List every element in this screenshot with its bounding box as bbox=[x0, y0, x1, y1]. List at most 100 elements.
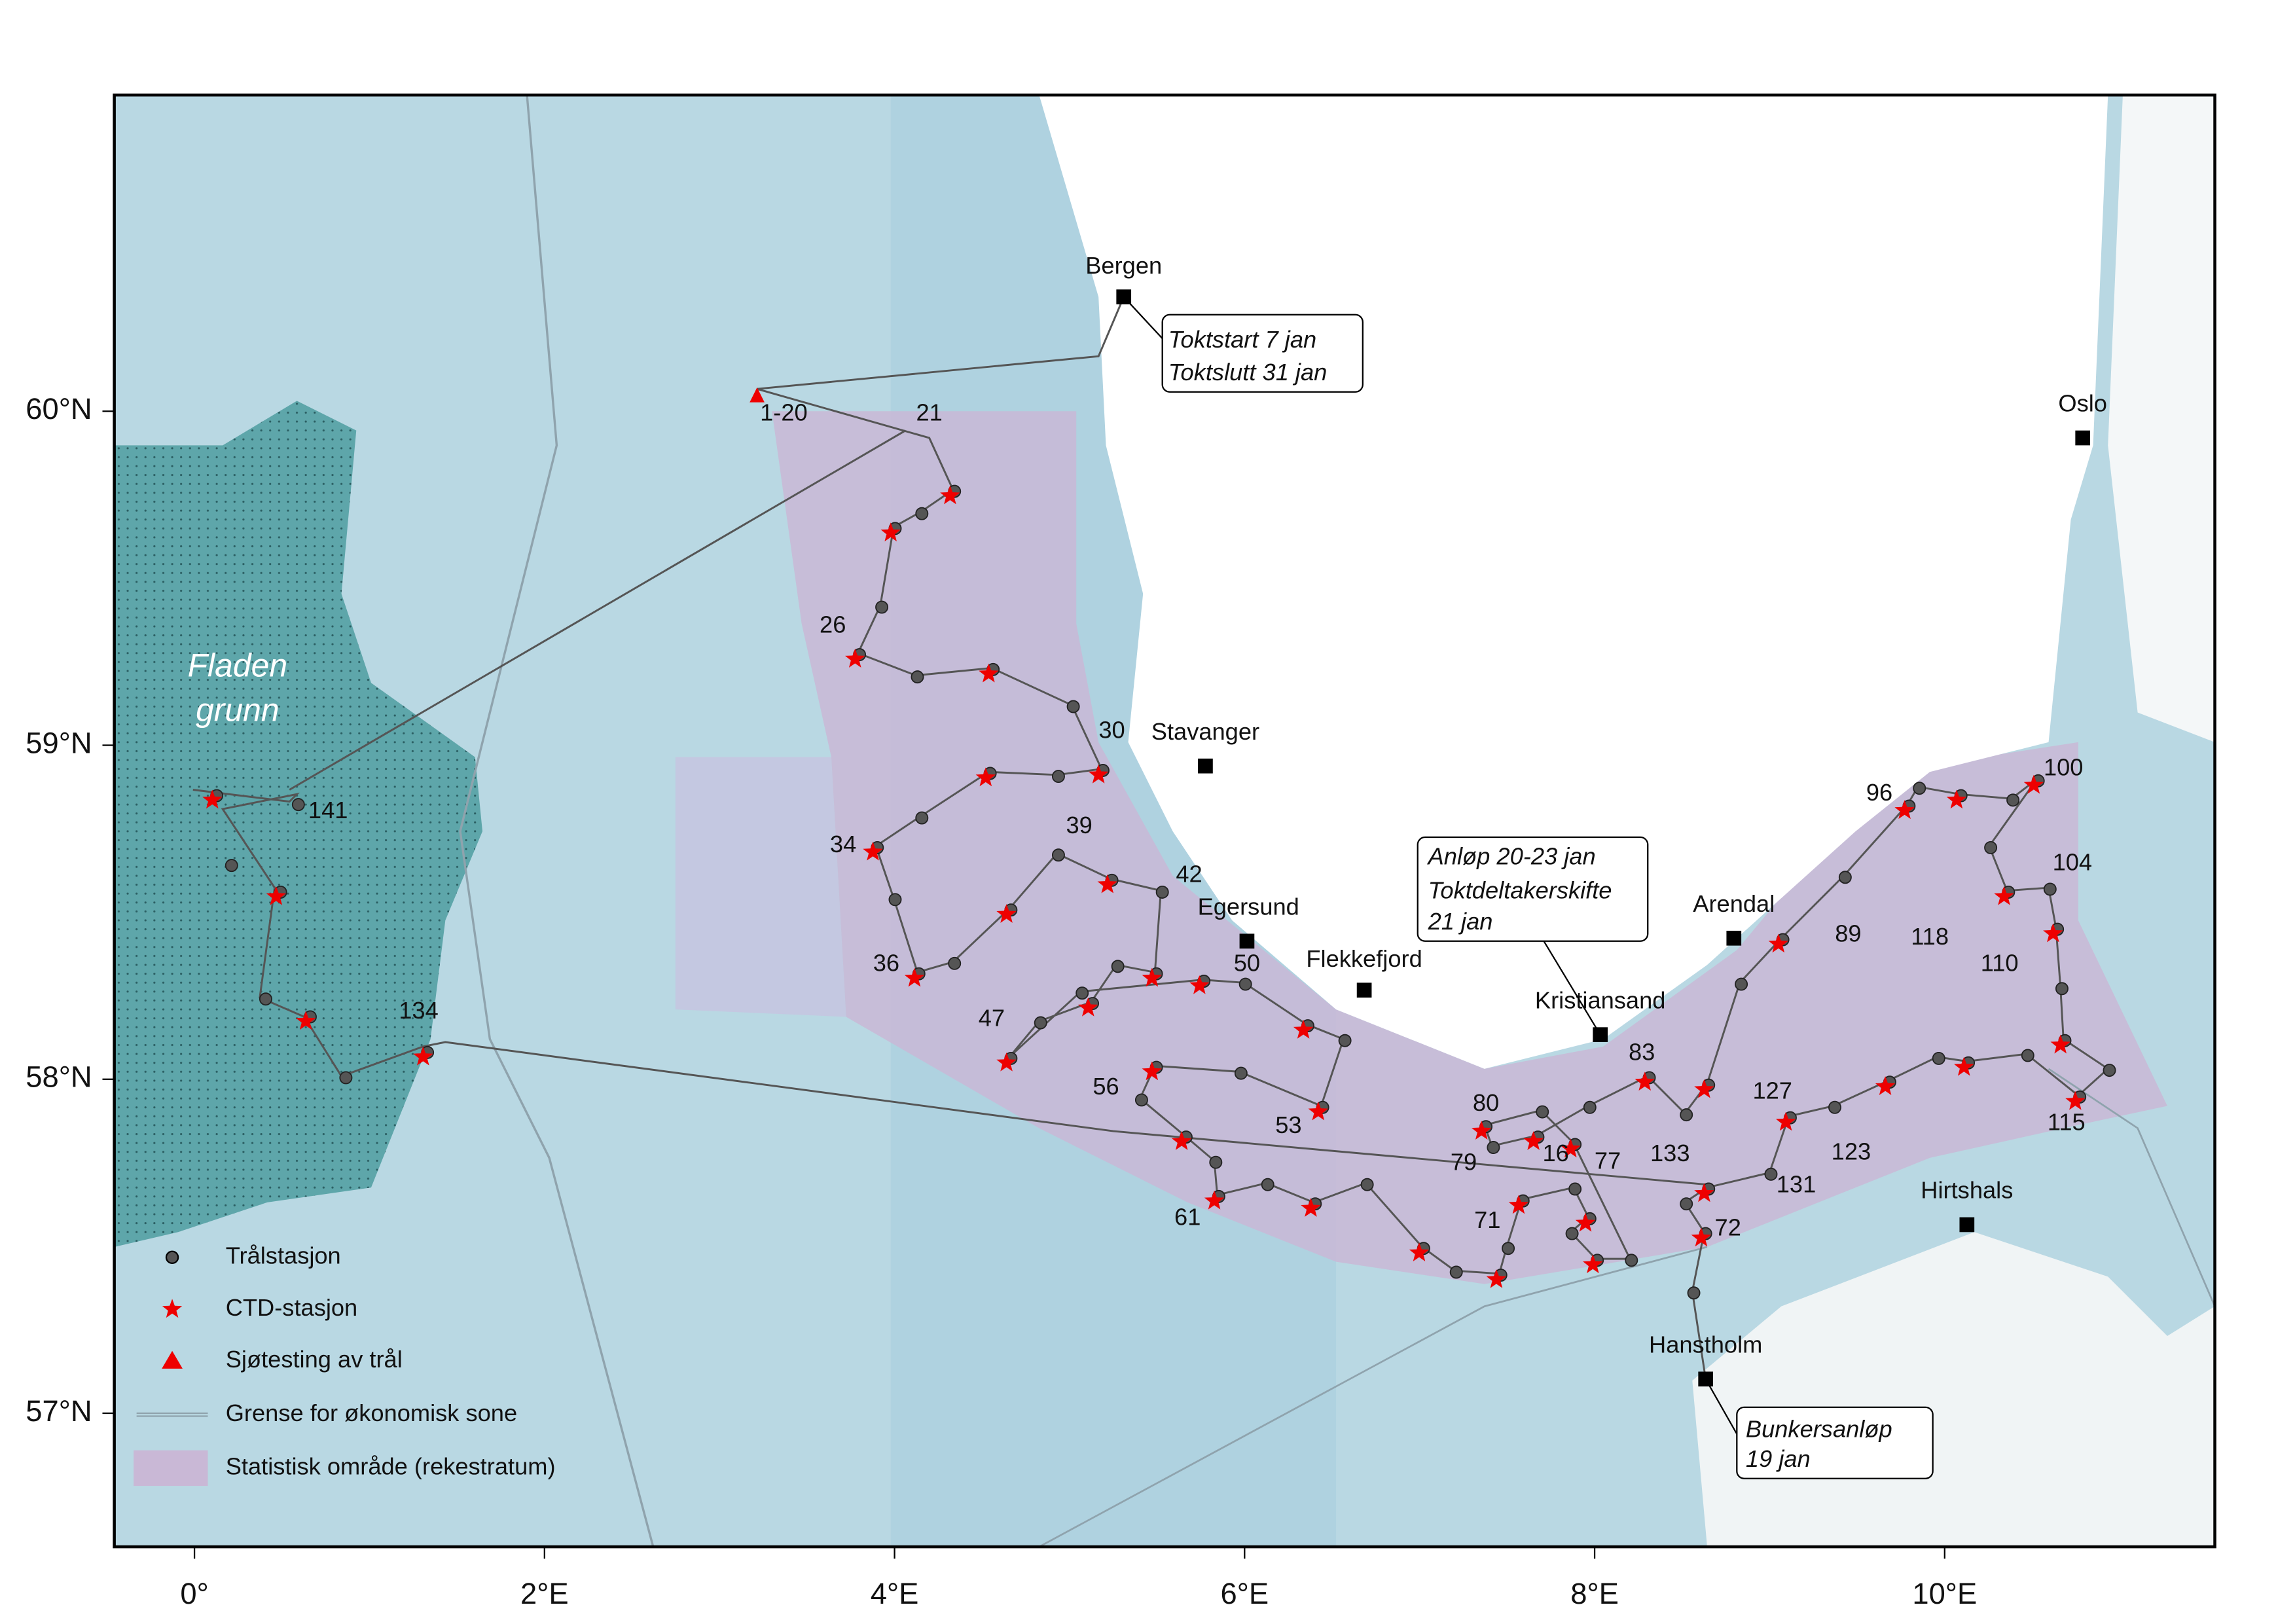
station-label: 26 bbox=[820, 611, 846, 638]
trawl-station bbox=[1913, 782, 1926, 795]
ctd-station bbox=[2043, 923, 2063, 943]
station-label: 50 bbox=[1234, 950, 1260, 977]
station-label: 134 bbox=[399, 997, 439, 1024]
station-label: 77 bbox=[1595, 1147, 1621, 1174]
eez-border bbox=[2048, 1068, 2215, 1307]
ctd-station bbox=[1775, 1111, 1796, 1131]
map-frame bbox=[113, 93, 2216, 1549]
station-label: 96 bbox=[1866, 779, 1892, 806]
ctd-station bbox=[996, 1052, 1017, 1072]
y-tick-label: 57°N bbox=[26, 1394, 92, 1428]
legend-label: Sjøtesting av trål bbox=[226, 1346, 403, 1373]
trawl-station bbox=[259, 992, 272, 1006]
ctd-station bbox=[979, 663, 999, 683]
y-tick-label: 60°N bbox=[26, 392, 92, 425]
track-line bbox=[289, 429, 907, 791]
trawl-station bbox=[1984, 840, 1998, 854]
trawl-station bbox=[1360, 1178, 1374, 1191]
ctd-station bbox=[1097, 874, 1117, 893]
trawl-station bbox=[1568, 1182, 1582, 1196]
trawl-station bbox=[291, 798, 305, 812]
annotation-leader bbox=[1123, 296, 1163, 339]
eez-border bbox=[459, 95, 655, 1547]
ctd-station bbox=[295, 1011, 316, 1030]
place-label: Oslo bbox=[2058, 390, 2107, 417]
stratum bbox=[772, 411, 2167, 1284]
ctd-station bbox=[1583, 1254, 1603, 1274]
station-label: 133 bbox=[1650, 1140, 1690, 1166]
ctd-station bbox=[1409, 1242, 1430, 1261]
trawl-station bbox=[1487, 1141, 1500, 1154]
station-label: 53 bbox=[1275, 1111, 1301, 1138]
station-label: 61 bbox=[1174, 1203, 1201, 1230]
legend-label: Statistisk område (rekestratum) bbox=[226, 1453, 556, 1479]
station-label: 110 bbox=[1981, 950, 2019, 977]
trawl-station bbox=[1051, 848, 1065, 862]
annotation-box bbox=[1736, 1406, 1934, 1479]
annotation-text: Bunkersanløp bbox=[1746, 1416, 1892, 1443]
station-label: 39 bbox=[1066, 812, 1093, 839]
ctd-station bbox=[1204, 1190, 1225, 1210]
legend-label: Trålstasjon bbox=[226, 1242, 341, 1269]
trawl-station bbox=[2006, 793, 2020, 807]
station-label: 104 bbox=[2053, 848, 2093, 875]
ctd-station bbox=[1894, 800, 1915, 820]
trawl-station bbox=[1034, 1016, 1047, 1030]
ctd-station bbox=[1142, 967, 1162, 987]
ctd-station bbox=[1691, 1227, 1712, 1247]
ctd-station bbox=[1994, 886, 2014, 905]
annotation-text: Toktslutt 31 jan bbox=[1168, 359, 1328, 386]
fladen-dots bbox=[114, 401, 483, 1247]
y-tick-label: 59°N bbox=[26, 726, 92, 759]
legend-label: Grense for økonomisk sone bbox=[226, 1399, 517, 1426]
ctd-station bbox=[202, 789, 223, 809]
x-tick-label: 2°E bbox=[520, 1577, 569, 1610]
place-marker bbox=[1198, 758, 1213, 774]
trawl-station bbox=[1838, 871, 1852, 884]
ctd-station bbox=[1768, 933, 1789, 953]
ctd-station bbox=[1508, 1195, 1529, 1214]
annotation-text: Toktstart 7 jan bbox=[1168, 326, 1316, 353]
ctd-station bbox=[1078, 997, 1098, 1017]
place-label: Flekkefjord bbox=[1306, 945, 1422, 972]
trawl-station bbox=[1625, 1254, 1638, 1267]
station-label: 56 bbox=[1093, 1073, 1119, 1100]
region-label: Fladen bbox=[188, 647, 288, 684]
trawl-station bbox=[225, 859, 238, 873]
ctd-station bbox=[1472, 1121, 1492, 1140]
trawl-station bbox=[1338, 1034, 1352, 1047]
trawl-station bbox=[1111, 960, 1125, 973]
station-label: 72 bbox=[1715, 1214, 1741, 1240]
station-label: 42 bbox=[1176, 861, 1202, 888]
station-label: 83 bbox=[1629, 1039, 1655, 1066]
trawl-station bbox=[1066, 700, 1080, 713]
ctd-station bbox=[1575, 1212, 1596, 1232]
ctd-station bbox=[1088, 764, 1109, 784]
trawl-station bbox=[1764, 1167, 1778, 1181]
ctd-station bbox=[1142, 1061, 1162, 1081]
annotation-leader bbox=[1543, 941, 1601, 1036]
annotation-text: 19 jan bbox=[1746, 1445, 1811, 1472]
station-label: 100 bbox=[2044, 753, 2084, 780]
station-label: 34 bbox=[830, 831, 856, 857]
place-marker bbox=[1959, 1217, 1975, 1233]
place-marker bbox=[1726, 930, 1742, 946]
ctd-station bbox=[1875, 1076, 1896, 1095]
legend-symbol bbox=[165, 1250, 179, 1265]
trawl-station bbox=[1238, 977, 1252, 991]
station-label: 71 bbox=[1474, 1206, 1500, 1233]
ctd-station bbox=[975, 767, 996, 787]
station-label: 118 bbox=[1911, 923, 1949, 950]
ctd-station bbox=[1293, 1019, 1314, 1039]
trawl-station bbox=[1735, 977, 1748, 991]
ctd-station bbox=[1171, 1131, 1192, 1150]
trawl-station bbox=[1075, 986, 1089, 1000]
trawl-station bbox=[2103, 1064, 2116, 1077]
annotation-leader bbox=[1705, 1379, 1738, 1435]
eez-border bbox=[1038, 1246, 1708, 1547]
legend-symbol bbox=[162, 1299, 183, 1318]
station-label: 115 bbox=[2048, 1108, 2086, 1135]
trawl-station bbox=[1051, 770, 1065, 784]
